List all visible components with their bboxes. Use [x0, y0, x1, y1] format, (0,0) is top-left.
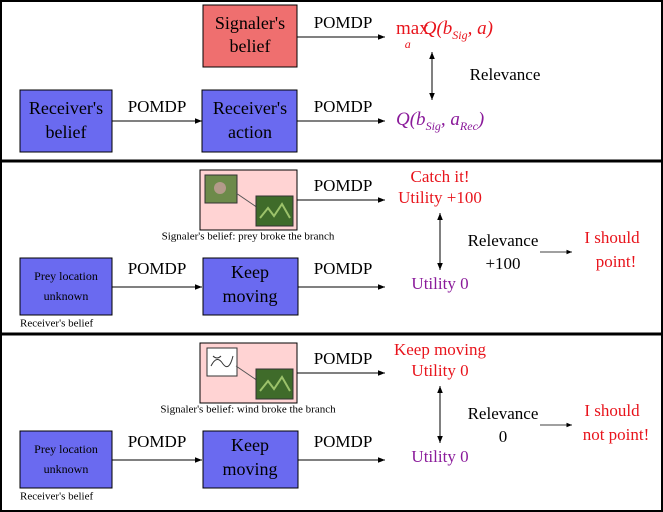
photo [255, 368, 294, 400]
panel-2: Signaler's belief: prey broke the branch… [19, 167, 640, 330]
receiver-action-box [202, 257, 299, 316]
photo-detail [214, 182, 226, 194]
receiver-action: Keep [231, 262, 269, 282]
receiver-outcome: Utility 0 [411, 274, 468, 293]
connector [235, 365, 259, 382]
receiver-action: moving [222, 459, 277, 479]
receiver-outcome: Utility 0 [411, 447, 468, 466]
photo [255, 195, 294, 227]
signaler-belief-box [202, 4, 298, 68]
pomdp-label: POMDP [314, 349, 373, 368]
pomdp-label: POMDP [128, 97, 187, 116]
relevance: Relevance [470, 65, 541, 84]
receiver-caption: Receiver's belief [20, 318, 93, 330]
pomdp-label: POMDP [128, 432, 187, 451]
panel-3: Signaler's belief: wind broke the branch… [19, 340, 650, 503]
op-sub: a [405, 37, 411, 51]
max-q: max a Q(bSig, a) [396, 18, 493, 50]
mid: , a [441, 109, 460, 130]
receiver-belief-box [19, 430, 113, 489]
rec-q: Q(bSig, aRec) [396, 109, 484, 132]
connector [235, 192, 259, 209]
receiver-belief: Prey location [34, 442, 98, 456]
pomdp-label: POMDP [314, 432, 373, 451]
signaler-belief: Signaler's [215, 13, 285, 33]
receiver-action-box [202, 430, 299, 489]
signaler-belief: belief [230, 36, 271, 56]
pomdp-label: POMDP [314, 13, 373, 32]
signaler-caption: Signaler's belief: wind broke the branch [160, 404, 336, 416]
relevance-value: 0 [499, 427, 508, 446]
signaler-outcome: Utility +100 [398, 188, 482, 207]
receiver-action: Receiver's [213, 98, 287, 118]
receiver-belief-box [19, 89, 113, 153]
receiver-caption: Receiver's belief [20, 491, 93, 503]
conclusion: point! [596, 252, 637, 271]
relevance-value: +100 [485, 254, 520, 273]
conclusion: I should [584, 228, 640, 247]
q-sub: Sig [426, 119, 441, 133]
receiver-belief-box [19, 257, 113, 316]
pomdp-label: POMDP [128, 259, 187, 278]
op: max [396, 18, 429, 39]
photo [204, 174, 238, 204]
receiver-action: action [228, 122, 272, 142]
pomdp-label: POMDP [314, 259, 373, 278]
pomdp-label: POMDP [314, 97, 373, 116]
q: Q(b [396, 109, 426, 130]
receiver-belief: unknown [44, 462, 89, 476]
signaler-outcome: Catch it! [410, 167, 469, 186]
receiver-action: Keep [231, 435, 269, 455]
signaler-outcome: Keep moving [394, 340, 487, 359]
pomdp-label: POMDP [314, 176, 373, 195]
conclusion: I should [584, 401, 640, 420]
receiver-belief: unknown [44, 289, 89, 303]
receiver-belief: Receiver's [29, 98, 103, 118]
sketch-detail [210, 355, 234, 368]
conclusion: not point! [583, 425, 650, 444]
mid-sub: Rec [459, 119, 479, 133]
receiver-belief: Prey location [34, 269, 98, 283]
q-end: , a) [468, 18, 493, 39]
receiver-action: moving [222, 286, 277, 306]
relevance: Relevance [468, 231, 539, 250]
q: Q(b [423, 18, 453, 39]
q-sub: Sig [452, 28, 467, 42]
panel-1: Signaler's belief POMDP max aQ(bSig, a) R… [19, 4, 541, 153]
relevance: Relevance [468, 404, 539, 423]
signaler-outcome: Utility 0 [411, 361, 468, 380]
end: ) [477, 109, 484, 130]
signaler-caption: Signaler's belief: prey broke the branch [162, 231, 335, 243]
photo-detail [259, 375, 291, 392]
receiver-belief: belief [46, 122, 87, 142]
photo-detail [259, 202, 291, 219]
